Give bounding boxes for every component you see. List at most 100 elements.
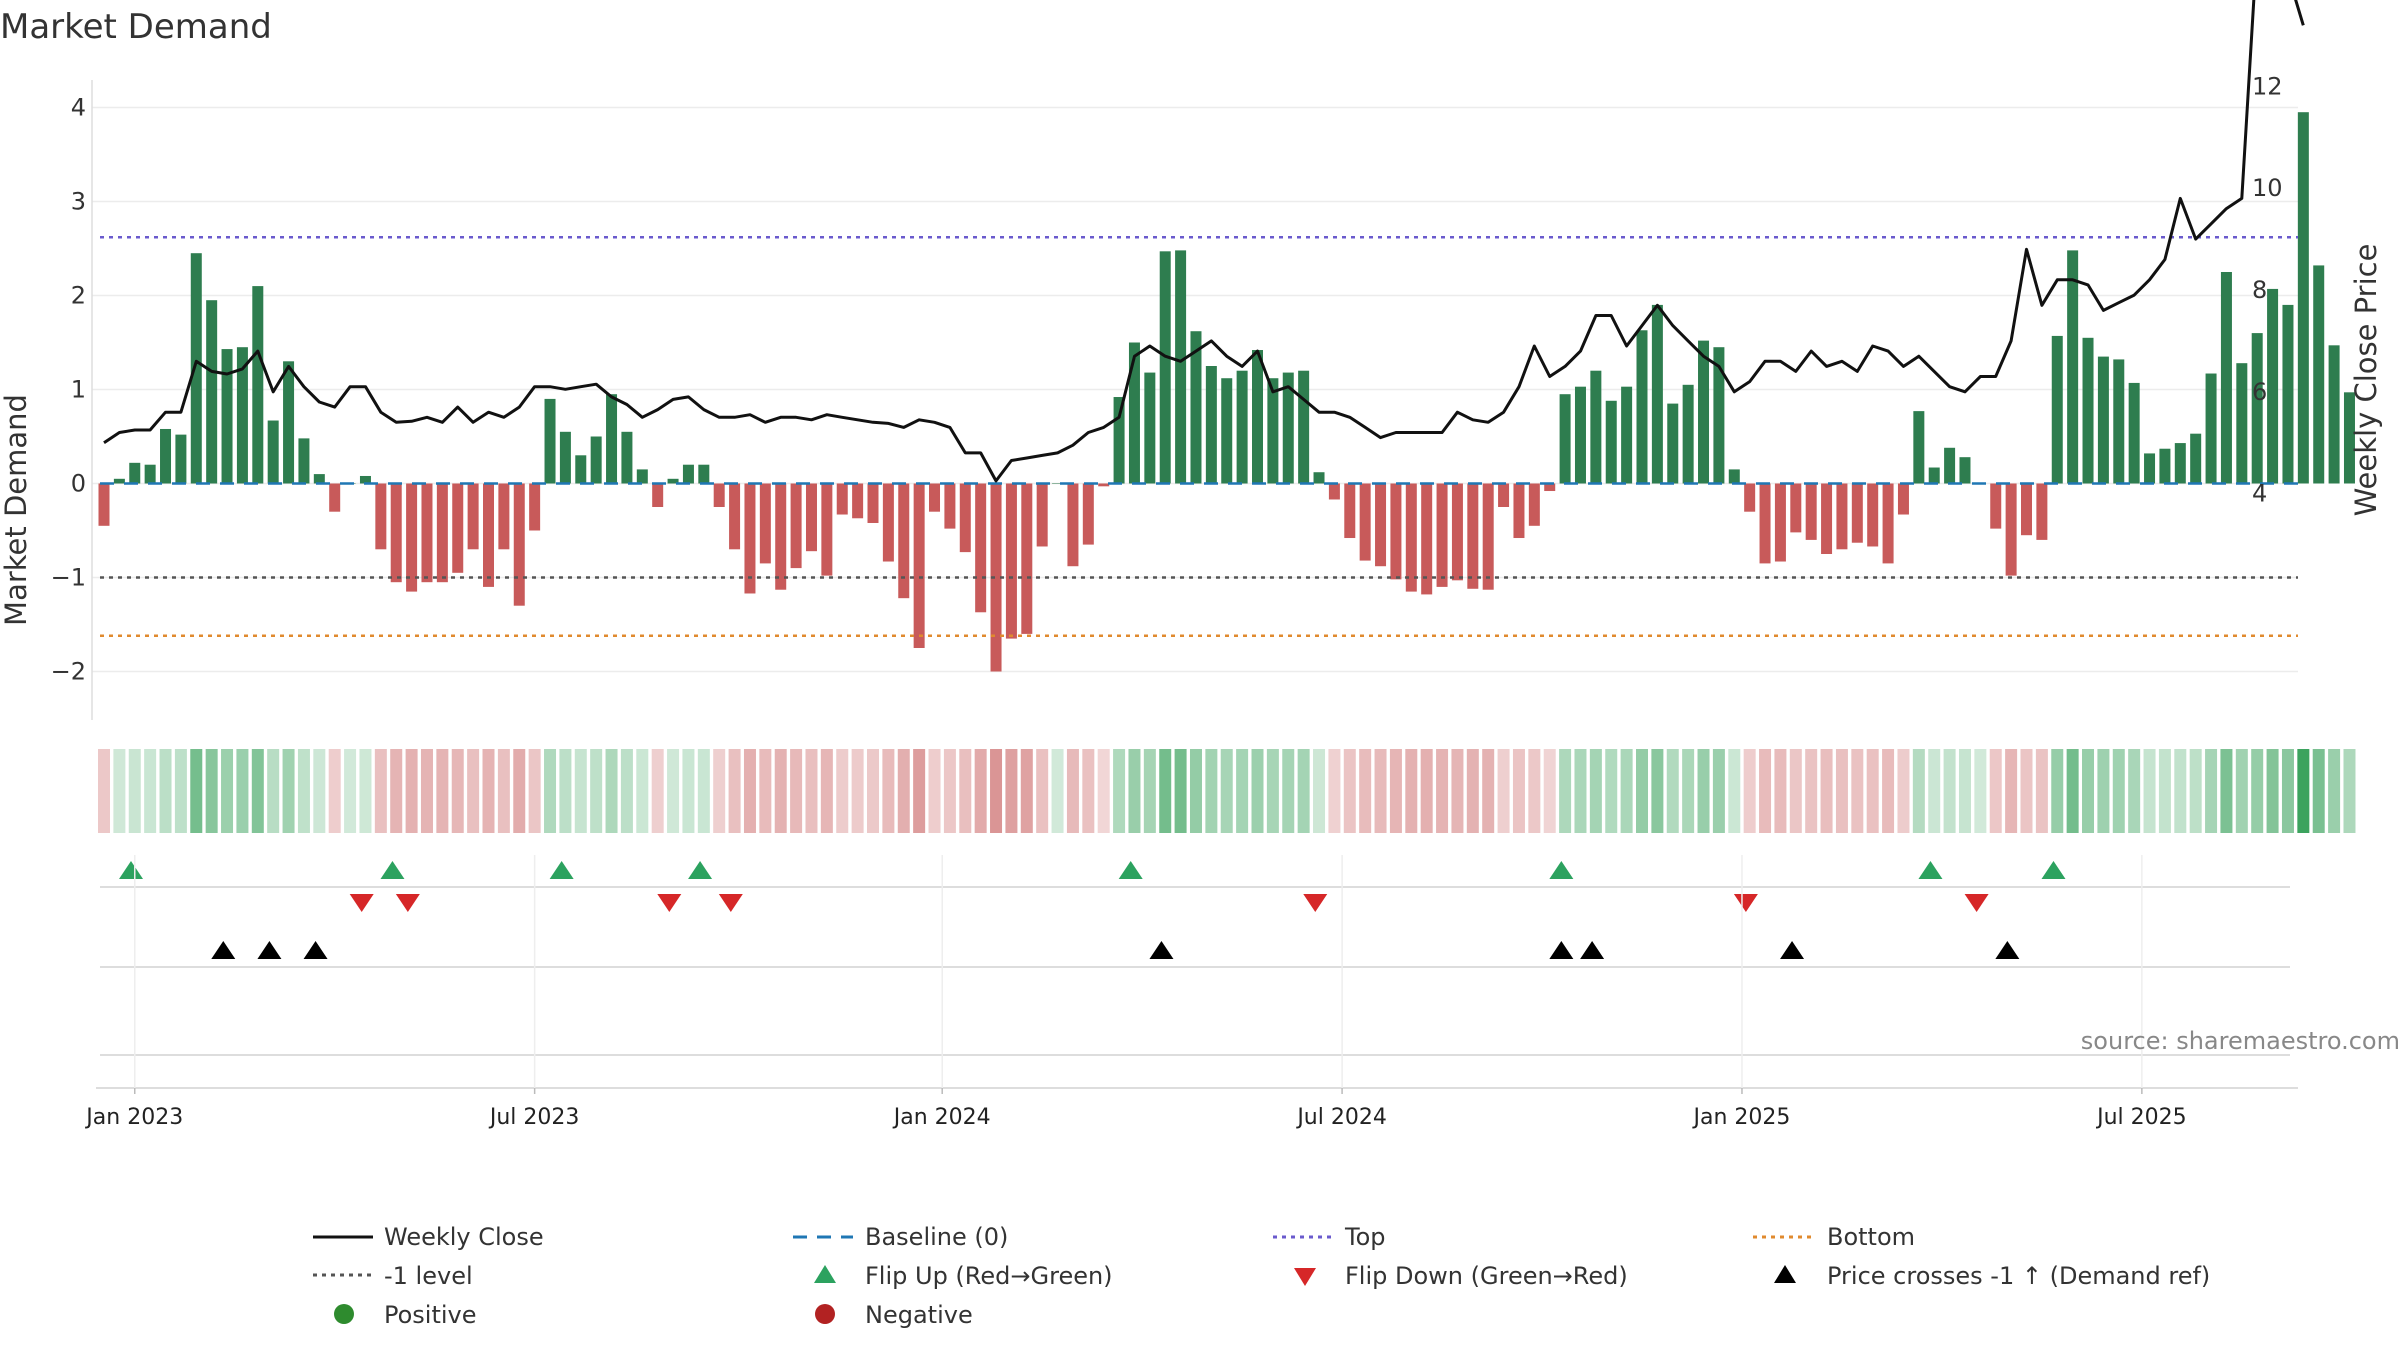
demand-bar xyxy=(190,253,202,484)
heat-cell xyxy=(728,749,741,833)
heat-cell xyxy=(1328,749,1341,833)
demand-bar xyxy=(267,420,279,484)
demand-bar xyxy=(2313,265,2325,484)
flip-up-marker xyxy=(1549,861,1574,879)
legend-weekly-close: Weekly Close xyxy=(384,1223,544,1251)
heat-cell xyxy=(697,749,710,833)
demand-bar xyxy=(252,286,264,484)
heat-cell xyxy=(713,749,726,833)
reference-lines xyxy=(100,235,2298,638)
heat-cell xyxy=(2082,749,2095,833)
demand-bar xyxy=(1544,483,1556,492)
heat-cell xyxy=(882,749,895,833)
legend-top: Top xyxy=(1344,1223,1386,1251)
heat-cell xyxy=(1835,749,1848,833)
heat-cell xyxy=(1020,749,1033,833)
heat-cell xyxy=(2112,749,2125,833)
demand-bar xyxy=(1436,483,1448,587)
demand-bar xyxy=(1036,483,1048,547)
heat-cell xyxy=(544,749,557,833)
heat-cell xyxy=(1774,749,1787,833)
demand-bar xyxy=(129,462,141,484)
heat-cell xyxy=(344,749,357,833)
heat-cell xyxy=(2143,749,2156,833)
y2-tick-label: 12 xyxy=(2252,72,2283,100)
signal-rows xyxy=(96,861,2298,1089)
demand-bar xyxy=(1867,483,1879,547)
demand-bar xyxy=(1190,331,1202,484)
demand-bar xyxy=(2021,483,2032,536)
heat-cell xyxy=(574,749,587,833)
demand-bar xyxy=(2267,288,2279,484)
heat-cell xyxy=(820,749,833,833)
flip-up-marker xyxy=(119,861,143,879)
demand-bar xyxy=(2205,373,2217,484)
heat-cell xyxy=(1559,749,1572,833)
demand-heat-strip xyxy=(98,749,2356,833)
demand-bar xyxy=(1082,483,1094,545)
demand-bar xyxy=(682,464,694,484)
heat-cell xyxy=(1005,749,1018,833)
demand-bar xyxy=(775,483,787,590)
heat-cell xyxy=(1220,749,1233,833)
demand-bar xyxy=(867,483,879,523)
demand-bar xyxy=(1067,483,1079,567)
heat-cell xyxy=(2189,749,2202,833)
heat-cell xyxy=(1620,749,1633,833)
demand-bar xyxy=(406,483,418,592)
y2-tick-label: 4 xyxy=(2252,480,2267,508)
y-tick-label: −1 xyxy=(51,564,86,592)
price-cross-marker xyxy=(1780,941,1805,959)
demand-bar xyxy=(98,483,110,526)
heat-cell xyxy=(990,749,1003,833)
heat-cell xyxy=(467,749,480,833)
demand-bar xyxy=(2190,433,2202,484)
demand-bar xyxy=(375,483,387,550)
demand-bar xyxy=(1313,472,1325,484)
demand-bar xyxy=(2097,356,2109,484)
heat-cell xyxy=(1266,749,1279,833)
demand-bar xyxy=(805,483,817,552)
demand-bar xyxy=(1498,483,1510,507)
heat-cell xyxy=(1512,749,1525,833)
heat-cell xyxy=(2328,749,2341,833)
heat-cell xyxy=(1359,749,1372,833)
heat-cell xyxy=(836,749,849,833)
heat-cell xyxy=(1343,749,1356,833)
heat-cell xyxy=(2251,749,2264,833)
legend-flip-up-icon xyxy=(814,1265,836,1283)
demand-bar xyxy=(759,483,771,564)
heat-cell xyxy=(1436,749,1449,833)
heat-cell xyxy=(2297,749,2310,833)
heat-cell xyxy=(605,749,618,833)
heat-cell xyxy=(482,749,495,833)
demand-bar xyxy=(2036,483,2048,540)
heat-cell xyxy=(497,749,510,833)
demand-bar xyxy=(1913,411,1925,484)
heat-cell xyxy=(98,749,110,833)
heat-cell xyxy=(897,749,910,833)
demand-bar xyxy=(144,464,156,484)
chart-title: Market Demand xyxy=(0,7,272,47)
demand-bar xyxy=(1467,483,1479,589)
heat-cell xyxy=(1697,749,1710,833)
heat-cell xyxy=(128,749,141,833)
heat-cell xyxy=(2020,749,2033,833)
heat-cell xyxy=(1051,749,1064,833)
heat-cell xyxy=(1128,749,1141,833)
heat-cell xyxy=(359,749,372,833)
heat-cell xyxy=(313,749,326,833)
demand-bar xyxy=(1482,483,1494,590)
legend-minus-one: -1 level xyxy=(384,1262,473,1290)
legend-price-cross-icon xyxy=(1774,1265,1796,1283)
heat-cell xyxy=(590,749,603,833)
legend-baseline: Baseline (0) xyxy=(865,1223,1008,1251)
heat-cell xyxy=(1143,749,1156,833)
y2-tick-label: 6 xyxy=(2252,378,2267,406)
heat-cell xyxy=(221,749,234,833)
demand-bar xyxy=(1605,400,1617,484)
y2-tick-label: 8 xyxy=(2252,276,2267,304)
demand-bar xyxy=(1513,483,1525,539)
demand-bar xyxy=(1005,483,1017,639)
heat-cell xyxy=(113,749,126,833)
